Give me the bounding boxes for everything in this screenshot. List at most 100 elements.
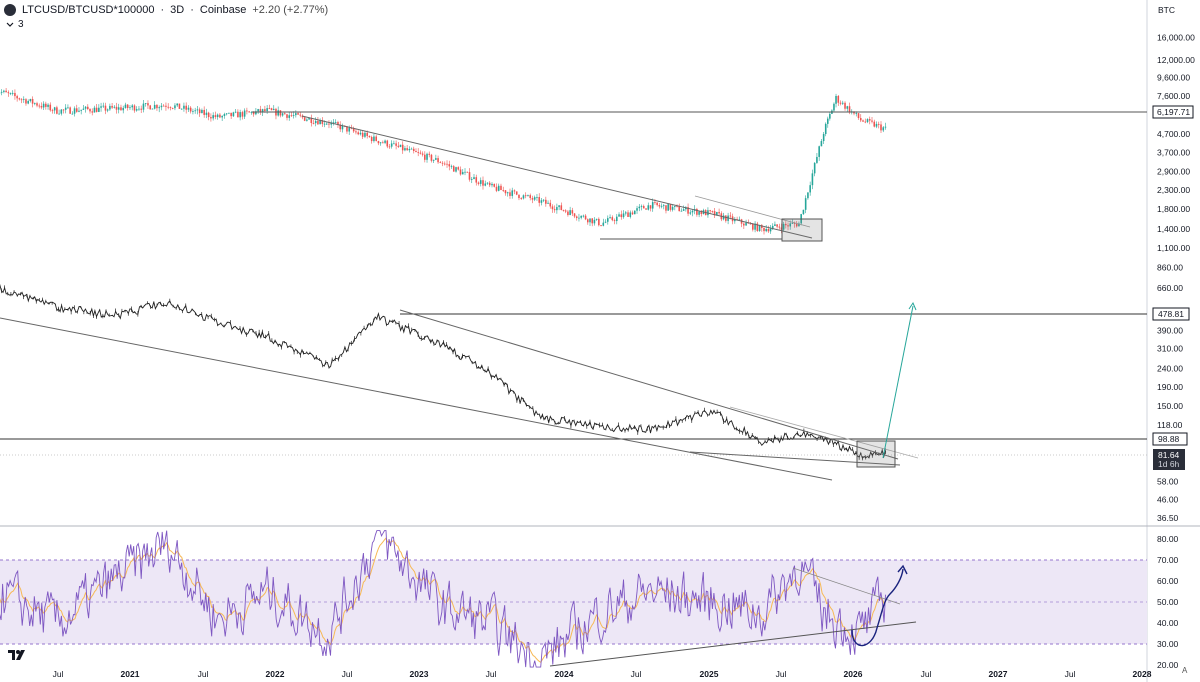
candle-body	[839, 102, 842, 104]
rsi-ma-line	[0, 537, 886, 664]
candle-body	[674, 205, 676, 207]
candle-body	[884, 126, 887, 128]
candle-body	[368, 135, 371, 137]
time-axis-ticks[interactable]: Jul 2021 Jul 2022 Jul 2023 Jul 2024 Jul 2025 Jul 20…	[53, 669, 1152, 679]
mid-descending-trendline[interactable]	[399, 309, 899, 460]
candle-body	[611, 217, 614, 221]
rsi-tick-label: 80.00	[1157, 534, 1179, 544]
rsi-support-trendline[interactable]	[549, 621, 917, 667]
candle-body	[569, 210, 571, 215]
candle-body	[787, 225, 789, 227]
candle-body	[214, 115, 217, 118]
candle-body	[877, 123, 880, 125]
rsi-projection-curve[interactable]	[851, 568, 904, 647]
candle-body	[221, 115, 223, 118]
candle-body	[571, 210, 574, 214]
rsi-descending-trendline[interactable]	[792, 567, 901, 605]
indicators-toggle[interactable]: 3	[6, 19, 24, 30]
candle-body	[419, 152, 422, 154]
candle-body	[341, 125, 344, 130]
candle-body	[493, 183, 496, 187]
candle-body	[725, 215, 727, 221]
candle-body	[524, 195, 527, 197]
candle-body	[738, 219, 741, 221]
candle-body	[401, 144, 404, 151]
price-axis-ticks[interactable]: 16,000.0012,000.009,600.007,600.006,000.…	[1157, 32, 1195, 670]
candle-body	[95, 107, 98, 112]
candle-body	[47, 104, 49, 107]
mid-support-trendline[interactable]	[689, 451, 901, 466]
price-tick-label: 310.00	[1157, 343, 1183, 353]
candle-body	[745, 222, 747, 226]
candle-body	[671, 206, 674, 210]
candle-body	[547, 202, 549, 204]
price-tick-label: 46.00	[1157, 495, 1179, 505]
mid-level-price-label: 478.81	[1158, 309, 1184, 319]
candle-body	[27, 101, 29, 104]
candle-body	[133, 105, 136, 111]
candle-body	[459, 169, 462, 175]
ratio-line	[0, 283, 886, 460]
candle-body	[729, 215, 732, 217]
target-arrow-line[interactable]	[882, 305, 914, 459]
candle-body	[804, 198, 807, 210]
candle-body	[196, 109, 199, 111]
candle-body	[844, 102, 846, 109]
candle-body	[379, 142, 382, 144]
candle-body	[716, 211, 718, 216]
symbol-name[interactable]: LTCUSD/BTCUSD*100000	[22, 4, 155, 16]
rsi-tick-label: 40.00	[1157, 618, 1179, 628]
candle-body	[71, 113, 74, 115]
mid-lower-channel-line[interactable]	[0, 317, 833, 481]
candle-body	[780, 227, 783, 230]
candle-body	[25, 99, 27, 104]
candle-body	[807, 192, 809, 199]
candle-body	[93, 107, 96, 113]
top-descending-trendline[interactable]	[301, 115, 813, 239]
candle-body	[156, 104, 158, 109]
candle-body	[520, 198, 523, 199]
candle-body	[281, 113, 284, 116]
candle-body	[36, 103, 38, 106]
candle-body	[138, 108, 140, 110]
candle-body	[397, 145, 400, 147]
candle-body	[257, 109, 259, 112]
auto-scale-icon[interactable]: A	[1182, 666, 1188, 675]
mid-short-trendline[interactable]	[729, 406, 919, 459]
candle-body	[813, 162, 816, 174]
candle-body	[785, 223, 787, 226]
exchange-logo-icon	[4, 4, 16, 16]
interval-label[interactable]: 3D	[170, 4, 185, 16]
top-short-trendline[interactable]	[694, 195, 811, 228]
candle-body	[700, 211, 703, 215]
candle-body	[373, 136, 375, 142]
candle-body	[16, 96, 18, 99]
candle-body	[736, 219, 738, 220]
rsi-tick-label: 50.00	[1157, 597, 1179, 607]
candle-body	[295, 113, 297, 116]
candle-body	[212, 115, 214, 119]
candle-body	[767, 228, 770, 232]
candle-body	[319, 120, 321, 125]
top-breakout-box[interactable]	[781, 218, 823, 242]
candle-body	[531, 198, 534, 200]
mid-breakout-box[interactable]	[856, 440, 896, 468]
candle-body	[749, 223, 752, 225]
candle-body	[359, 132, 362, 135]
candle-body	[833, 103, 835, 111]
candle-body	[56, 107, 58, 114]
candle-body	[264, 109, 266, 112]
candle-body	[140, 108, 143, 110]
year-tick-label: 2022	[266, 669, 285, 679]
candle-body	[158, 107, 161, 109]
candle-body	[455, 167, 457, 172]
candle-body	[518, 194, 520, 199]
candle-body	[22, 99, 25, 101]
candle-body	[795, 223, 798, 227]
candle-body	[426, 153, 428, 160]
candle-body	[769, 228, 772, 232]
price-tick-label: 3,700.00	[1157, 148, 1190, 158]
candle-body	[848, 106, 851, 113]
candle-body	[763, 227, 765, 232]
